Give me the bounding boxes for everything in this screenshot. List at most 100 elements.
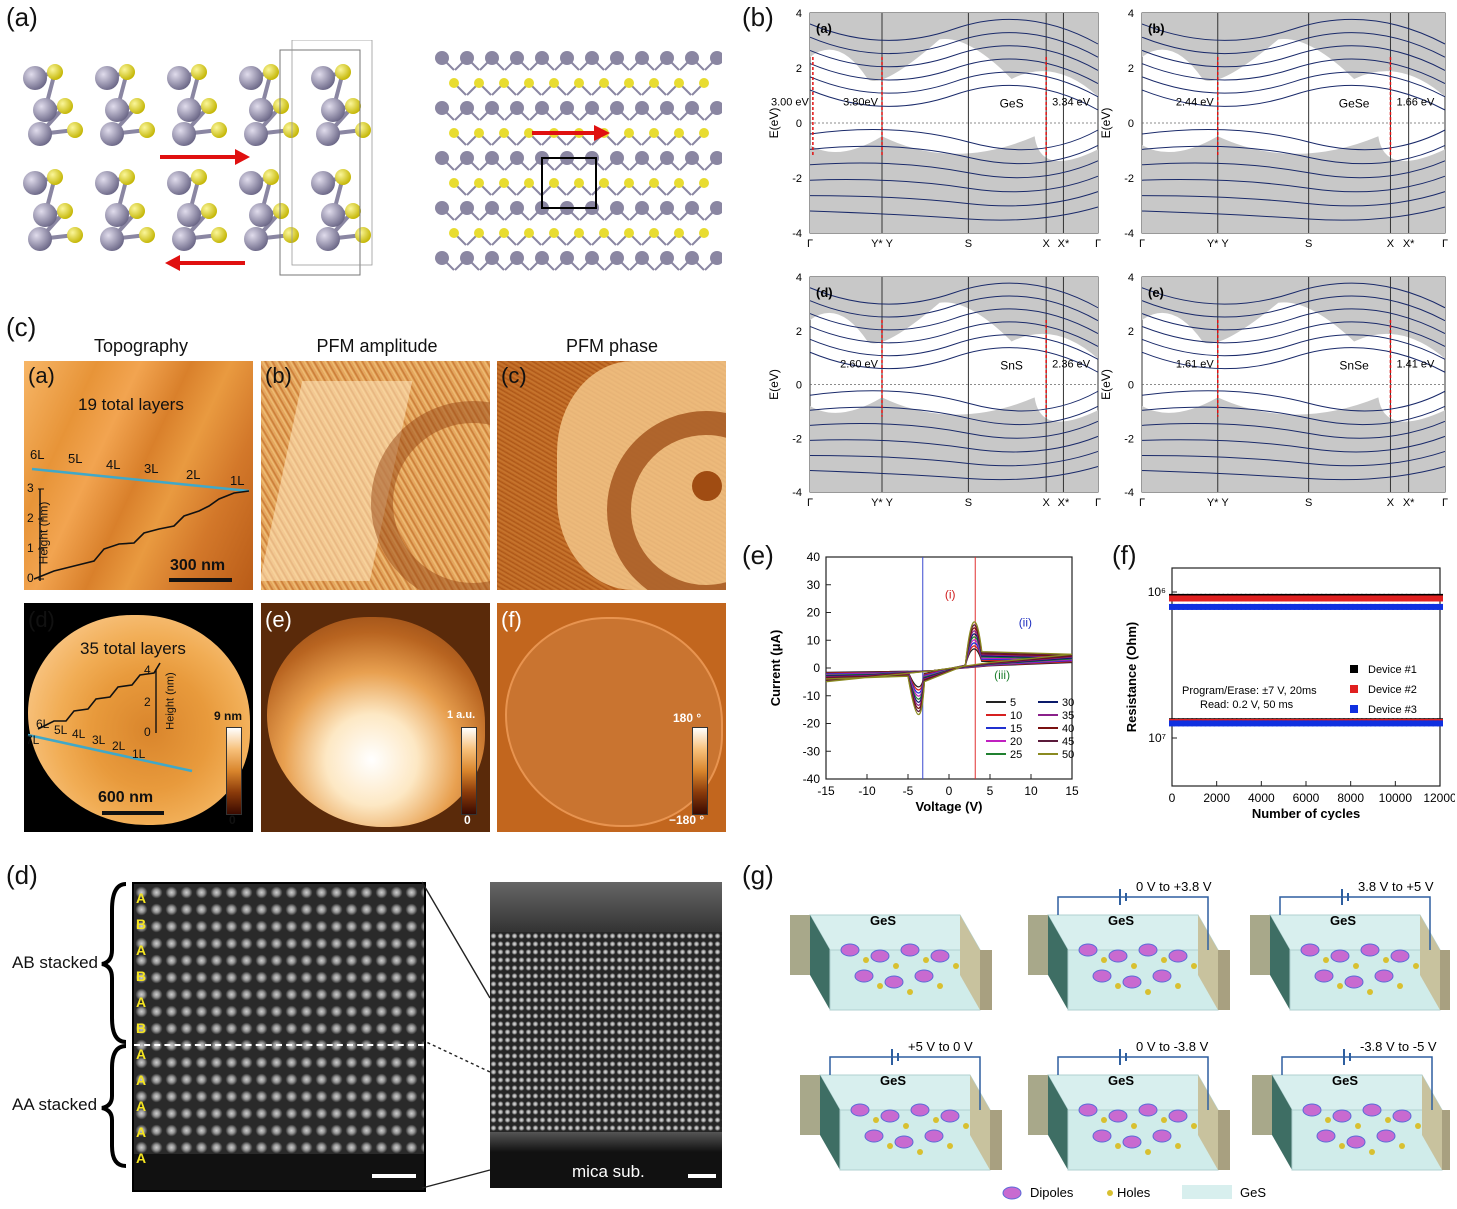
legend-holes: Holes [1117, 1185, 1151, 1200]
data-point-Device-2 [1303, 595, 1309, 602]
data-point-Device-2 [1213, 595, 1220, 602]
atom [211, 122, 227, 138]
sub-label-c-b: (b) [265, 363, 292, 388]
dipole [1092, 1129, 1112, 1143]
atom [177, 98, 201, 122]
xtick: Y* Y [1207, 238, 1229, 250]
legend-dipole-icon [1002, 1186, 1022, 1200]
data-point-Device-3 [1271, 720, 1278, 727]
data-point-Device-2 [1396, 595, 1403, 602]
band-gap-label: 2.44 eV [1176, 96, 1215, 108]
data-point-Device-3 [1240, 603, 1247, 610]
data-point-Device-2 [1236, 595, 1242, 602]
xtick: Γ [1139, 497, 1145, 509]
data-point-Device-2 [1280, 595, 1287, 602]
atom-top [699, 78, 709, 88]
data-point-Device-3 [1173, 603, 1180, 610]
y-tick-label: 30 [807, 578, 821, 592]
xtick: S [965, 497, 972, 509]
dipole [1092, 969, 1112, 983]
data-point-Device-3 [1236, 603, 1242, 610]
dipole [880, 1109, 900, 1123]
dipole [1152, 1129, 1172, 1143]
atom [321, 98, 345, 122]
hole [1355, 1123, 1361, 1129]
data-point-Device-3 [1320, 603, 1327, 610]
data-point-Device-2 [1383, 595, 1390, 602]
data-point-Device-2 [1343, 595, 1350, 602]
hole [953, 963, 959, 969]
ytick: -4 [792, 228, 802, 240]
legend-swatch [1350, 685, 1358, 693]
colorbar-topo-max: 9 nm [214, 709, 243, 723]
atom-top [699, 128, 709, 138]
legend-entry: 10 [1010, 710, 1022, 722]
dipole [1122, 975, 1142, 989]
data-point-Device-3 [1227, 720, 1234, 727]
layer-tag-b-6L: 6L [36, 717, 50, 731]
hole [947, 1143, 953, 1149]
atom-top [435, 101, 449, 115]
atom-top [460, 201, 474, 215]
topography-image-19-layers: (a) 19 total layers 6L 5L 4L 3L 2L 1L 3 … [24, 361, 253, 590]
data-point-Device-2 [1356, 595, 1363, 602]
legend-entry: 20 [1010, 736, 1022, 748]
legend-hole-icon [1107, 1190, 1113, 1196]
data-point-Device-2 [1432, 595, 1439, 602]
data-point-Device-2 [1249, 595, 1256, 602]
data-point-Device-2 [1352, 595, 1359, 602]
atom-top [710, 251, 722, 265]
xtick: S [965, 238, 972, 250]
atom [129, 98, 145, 114]
x-axis-label: Number of cycles [1252, 806, 1360, 820]
legend-swatch [1350, 705, 1358, 713]
data-point-Device-2 [1253, 595, 1260, 602]
data-point-Device-3 [1316, 603, 1323, 610]
data-point-Device-3 [1423, 720, 1430, 727]
atom-top [560, 51, 574, 65]
dipole [1302, 1103, 1322, 1117]
voltage-label: 0 V to +3.8 V [1136, 879, 1212, 894]
data-point-Device-3 [1191, 720, 1198, 727]
layer-count-top: 19 total layers [78, 395, 184, 414]
data-point-Device-3 [1200, 603, 1207, 610]
data-point-Device-2 [1276, 595, 1283, 602]
legend-entry: 40 [1062, 723, 1074, 735]
atom [244, 227, 268, 251]
hole [1415, 1123, 1421, 1129]
material-label: GeS [1108, 1073, 1134, 1088]
voltage-label: -3.8 V to -5 V [1360, 1039, 1437, 1054]
data-point-Device-2 [1209, 595, 1216, 602]
xtick: Γ [1442, 497, 1448, 509]
xtick: X [1387, 497, 1395, 509]
hole [937, 983, 943, 989]
atom-top [474, 78, 484, 88]
data-point-Device-3 [1173, 720, 1180, 727]
pfm-phase-image-35-layers: (f) 180 ° −180 ° [497, 603, 726, 832]
ytick: 2 [796, 326, 802, 338]
data-point-Device-2 [1401, 595, 1408, 602]
hole [1399, 1143, 1405, 1149]
scale-bar-600nm: 600 nm [98, 789, 154, 806]
dipole [1314, 969, 1334, 983]
data-point-Device-3 [1213, 603, 1220, 610]
crystal-structure-top-view [435, 51, 722, 271]
atom-top [449, 78, 459, 88]
band-gap-label: 3.34 eV [1052, 96, 1091, 108]
atom [249, 203, 273, 227]
aa-stacked-label: AA stacked [12, 1095, 98, 1114]
atom [249, 98, 273, 122]
data-point-Device-2 [1392, 595, 1399, 602]
xtick: Γ [1095, 238, 1101, 250]
data-point-Device-2 [1182, 595, 1189, 602]
data-point-Device-3 [1383, 720, 1390, 727]
dipole [940, 1109, 960, 1123]
band-plot-GeS: 4 2 0 -2 -4 Γ Y* Y S X X* Γ E(eV) (a) GeS 3.00 eV 3.80e… [767, 8, 1101, 250]
atom-top [660, 201, 674, 215]
atom [355, 122, 371, 138]
data-point-Device-3 [1191, 603, 1198, 610]
atom [47, 64, 63, 80]
data-point-Device-3 [1294, 720, 1301, 727]
atom-top [710, 51, 722, 65]
atom-top [560, 251, 574, 265]
